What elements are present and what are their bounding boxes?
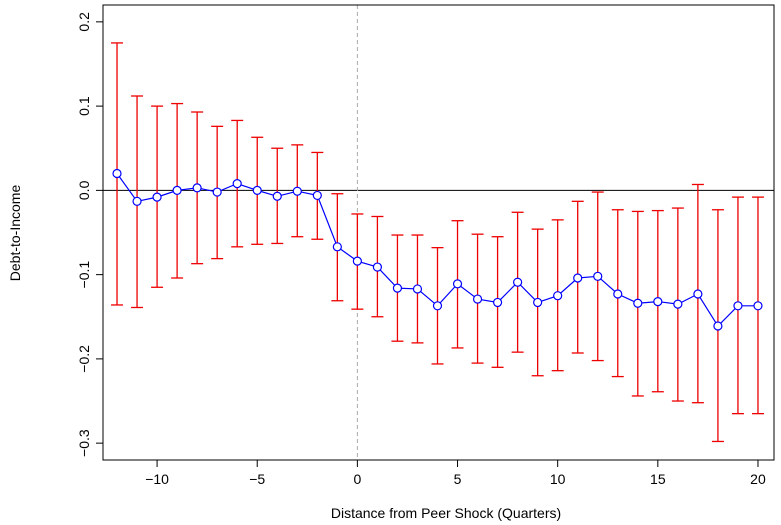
x-tick-label: 10	[550, 471, 566, 487]
data-point	[492, 297, 503, 308]
data-point	[232, 179, 242, 189]
data-point	[312, 190, 322, 201]
y-tick-label: −0.3	[76, 429, 92, 457]
x-tick-label: 15	[650, 471, 666, 487]
x-axis: −10 −5 0 5 10 15 20	[145, 460, 766, 487]
x-tick-label: −10	[145, 471, 169, 487]
data-point	[573, 273, 583, 283]
y-axis: −0.3 −0.2 −0.1 0.0 0.1 0.2	[76, 12, 103, 457]
data-point	[332, 242, 342, 252]
y-tick-label: 0.2	[76, 12, 92, 32]
data-point	[172, 185, 182, 195]
data-point	[733, 301, 743, 311]
data-point	[392, 283, 403, 293]
y-tick-label: 0.0	[76, 180, 92, 200]
data-point	[452, 279, 463, 289]
y-tick-label: 0.1	[76, 96, 92, 116]
x-tick-label: 5	[454, 471, 462, 487]
data-point	[472, 294, 483, 304]
data-point	[412, 284, 423, 294]
data-point	[212, 187, 222, 197]
data-point	[613, 289, 623, 299]
data-point	[553, 291, 563, 301]
plot-area	[103, 5, 774, 460]
data-point	[753, 301, 763, 311]
x-tick-label: −5	[249, 471, 265, 487]
x-tick-label: 0	[353, 471, 361, 487]
data-point	[513, 277, 523, 287]
data-point	[112, 168, 122, 179]
x-axis-title: Distance from Peer Shock (Quarters)	[331, 505, 561, 521]
data-point	[432, 301, 443, 311]
data-point	[292, 186, 302, 196]
data-point	[352, 256, 362, 266]
plot-frame	[102, 4, 775, 461]
data-point	[693, 289, 703, 299]
data-point	[372, 262, 383, 272]
data-point	[673, 299, 683, 309]
data-point	[633, 298, 643, 308]
data-point	[192, 183, 202, 193]
y-axis-title: Debt-to-Income	[7, 185, 23, 282]
data-point	[713, 321, 723, 331]
data-point	[252, 185, 262, 195]
data-point	[272, 191, 282, 201]
data-point	[653, 296, 663, 307]
data-point	[593, 271, 603, 281]
data-point	[533, 297, 543, 308]
y-tick-label: −0.1	[76, 261, 92, 289]
x-tick-label: 20	[750, 471, 766, 487]
data-point	[132, 196, 142, 206]
data-point	[152, 192, 162, 202]
y-tick-label: −0.2	[76, 345, 92, 373]
